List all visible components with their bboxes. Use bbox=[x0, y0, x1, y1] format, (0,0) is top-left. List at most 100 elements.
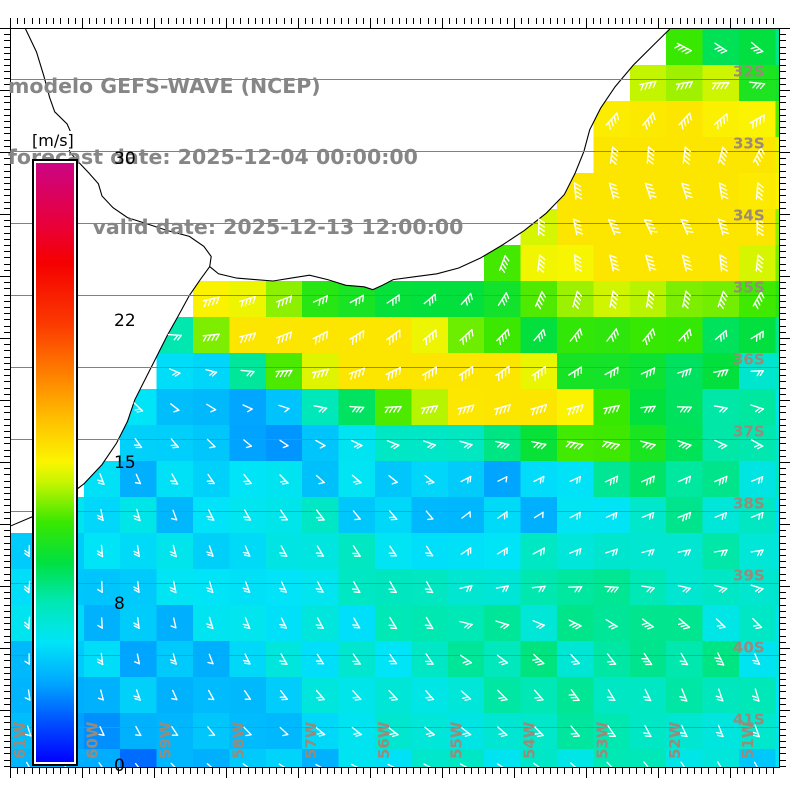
wind-barb bbox=[497, 511, 508, 520]
wind-barb bbox=[750, 439, 764, 450]
wind-barb bbox=[497, 726, 508, 738]
wind-barb bbox=[388, 510, 398, 521]
lon-label: 60W bbox=[84, 721, 102, 759]
wind-barb bbox=[243, 473, 252, 485]
wind-barb bbox=[97, 617, 103, 629]
wind-barb bbox=[604, 585, 619, 593]
wind-barb bbox=[533, 689, 544, 702]
wind-barb bbox=[494, 404, 511, 416]
wind-barb bbox=[750, 549, 764, 557]
wind-barb bbox=[243, 439, 253, 449]
colorbar-tick-8: 8 bbox=[114, 594, 125, 615]
wind-barb bbox=[717, 290, 728, 310]
lat-label: 32S bbox=[733, 62, 765, 80]
wind-barb bbox=[98, 726, 105, 736]
wind-barb bbox=[423, 293, 437, 306]
colorbar-tick-30: 30 bbox=[114, 149, 136, 169]
wind-barb bbox=[240, 369, 255, 377]
wind-barb bbox=[714, 652, 725, 666]
wind-barb bbox=[242, 404, 253, 413]
map-layers: 61W 60W 59W 58W 57W 56W 55W 54W 53W 52W 51W 32S 33S 3… bbox=[11, 29, 779, 767]
wind-barb bbox=[714, 475, 728, 486]
wind-barb bbox=[279, 545, 288, 557]
wind-barb bbox=[279, 581, 288, 593]
wind-barb bbox=[25, 725, 32, 737]
wind-barb bbox=[756, 218, 764, 236]
wind-barb bbox=[279, 690, 288, 701]
wind-barb bbox=[569, 475, 581, 484]
wind-barb bbox=[643, 761, 649, 767]
lon-label: 59W bbox=[157, 721, 175, 759]
wind-barb bbox=[569, 328, 583, 342]
wind-barb bbox=[675, 81, 693, 91]
wind-barb bbox=[26, 761, 30, 767]
wind-barb bbox=[715, 688, 724, 702]
wind-barb bbox=[531, 365, 547, 381]
wind-barb bbox=[497, 689, 508, 702]
wind-barb bbox=[459, 763, 468, 767]
wind-barb bbox=[605, 112, 620, 130]
colorbar[interactable]: 30 22 15 8 0 bbox=[32, 149, 136, 776]
wind-barb bbox=[640, 440, 656, 450]
lon-label: 55W bbox=[448, 721, 466, 759]
wind-barb bbox=[606, 761, 613, 767]
wind-barb bbox=[279, 474, 289, 485]
wind-barb bbox=[278, 763, 286, 767]
wind-barb bbox=[713, 369, 729, 378]
wind-barbs bbox=[23, 41, 766, 767]
wind-barb bbox=[98, 762, 103, 767]
wind-barb bbox=[24, 689, 31, 701]
wind-barb bbox=[315, 689, 325, 701]
wind-barb bbox=[279, 653, 288, 665]
ruler-right bbox=[780, 28, 792, 768]
wind-barb bbox=[534, 291, 546, 310]
wind-barb bbox=[646, 146, 655, 165]
wind-barb bbox=[461, 511, 471, 519]
wind-barb bbox=[646, 290, 655, 309]
wind-barb bbox=[352, 690, 362, 701]
wind-barb bbox=[311, 368, 329, 379]
wind-barb bbox=[677, 549, 691, 557]
wind-barb bbox=[134, 473, 142, 485]
wind-barb bbox=[606, 689, 616, 701]
wind-barb bbox=[388, 580, 397, 594]
wind-barb bbox=[202, 333, 220, 342]
wind-barb bbox=[205, 369, 218, 377]
wind-barb bbox=[531, 585, 546, 593]
wind-barb bbox=[460, 475, 472, 484]
wind-barb bbox=[641, 652, 653, 666]
map-canvas[interactable]: 61W 60W 59W 58W 57W 56W 55W 54W 53W 52W 51W 32S 33S 3… bbox=[10, 28, 780, 768]
colorbar-units-label: [m/s] bbox=[30, 131, 76, 150]
wind-barb bbox=[202, 296, 220, 308]
wind-barb bbox=[714, 113, 729, 130]
wind-barb bbox=[206, 473, 215, 485]
wind-barb bbox=[609, 290, 619, 309]
wind-barb bbox=[569, 511, 581, 520]
wind-barb bbox=[718, 146, 728, 166]
wind-barb bbox=[97, 581, 103, 593]
wind-barb bbox=[606, 328, 619, 342]
wind-barb bbox=[352, 653, 361, 665]
wind-barb bbox=[168, 368, 181, 377]
wind-barb bbox=[206, 509, 215, 521]
wind-barb bbox=[459, 440, 473, 449]
wind-barb bbox=[421, 405, 439, 415]
wind-barb bbox=[679, 724, 688, 738]
wind-barb bbox=[171, 726, 179, 736]
wind-barb bbox=[244, 690, 252, 700]
wind-barb bbox=[531, 440, 547, 450]
wind-barb bbox=[605, 548, 619, 557]
lon-label: 53W bbox=[593, 721, 611, 759]
wind-barb bbox=[677, 368, 692, 378]
wind-barb bbox=[495, 585, 509, 593]
wind-barb bbox=[386, 294, 400, 306]
wind-barb bbox=[497, 292, 510, 306]
wind-barb bbox=[533, 762, 540, 767]
wind-barb bbox=[718, 182, 729, 200]
wind-barb bbox=[133, 508, 141, 522]
wind-barb bbox=[352, 510, 361, 521]
wind-barb bbox=[496, 654, 509, 666]
wind-barb bbox=[279, 726, 289, 737]
wind-barb bbox=[206, 403, 217, 413]
wind-barb bbox=[568, 619, 582, 630]
